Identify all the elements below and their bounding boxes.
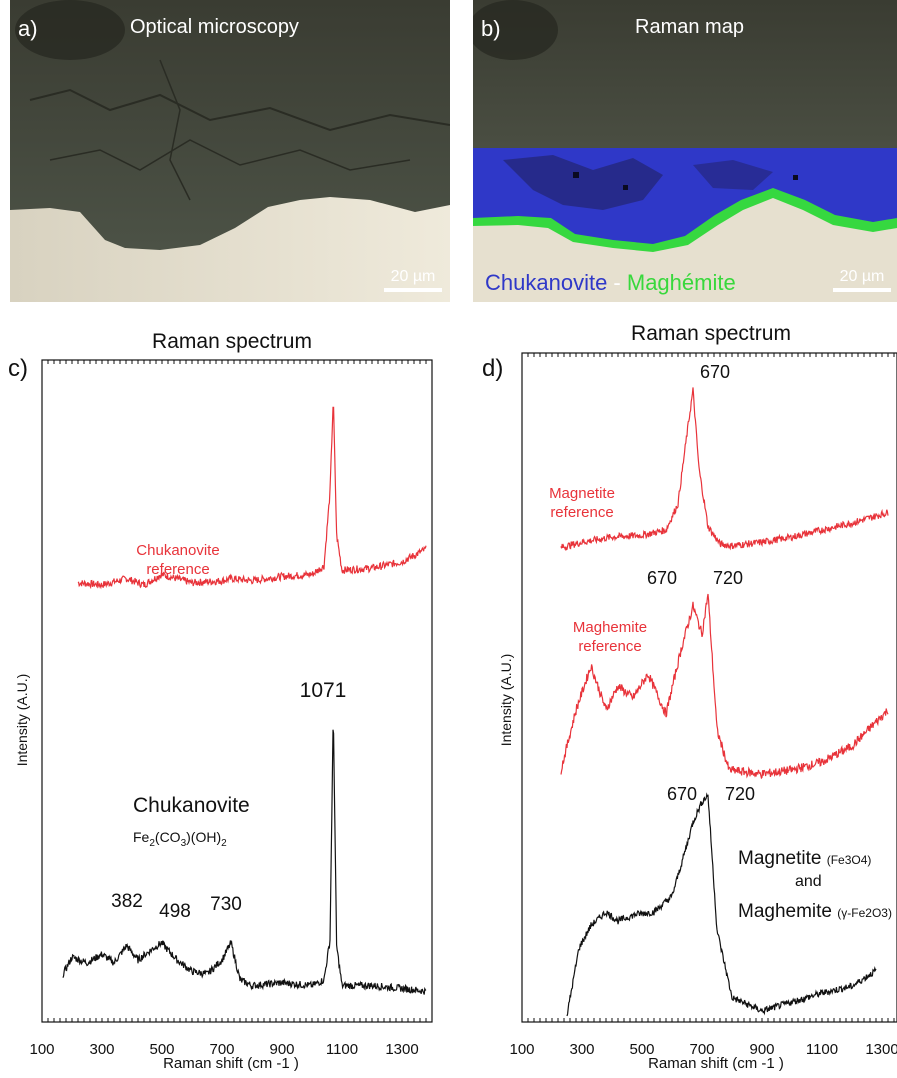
panel-d-label: d)	[482, 355, 503, 382]
scale-bar-b-label: 20 µm	[839, 268, 885, 285]
panel-c-ylabel: Intensity (A.U.)	[14, 674, 30, 767]
chart-d-tick-label: 1100	[806, 1041, 838, 1058]
panel-d-sample-line3: Maghemite (γ-Fe2O3)	[738, 901, 892, 922]
chart-d-frame	[521, 352, 897, 1023]
panel-c-formula: Fe2(CO3)(OH)2	[133, 829, 227, 849]
panel-d-xlabel: Raman shift (cm -1 )	[648, 1055, 784, 1072]
panel-b-title: Raman map	[635, 16, 744, 38]
peak-label: 670	[667, 784, 697, 804]
peak-label: 670	[700, 362, 730, 382]
chart-c-tick-label: 1100	[326, 1041, 358, 1058]
panel-c-sample-name: Chukanovite	[133, 794, 250, 817]
chart-d-tick-label: 1300	[865, 1041, 897, 1058]
spectrum-d-series-2	[566, 792, 877, 1017]
spectrum-d-series-0	[560, 387, 889, 552]
panel-d-ylabel: Intensity (A.U.)	[498, 654, 514, 747]
peak-label: 720	[725, 784, 755, 804]
legend-maghemite: Maghémite	[626, 270, 736, 295]
peak-label: 670	[647, 568, 677, 588]
chart-c-tick-label: 1300	[385, 1041, 418, 1058]
panel-b-label: b)	[481, 16, 501, 41]
peak-label: 720	[713, 568, 743, 588]
panel-c-label: c)	[8, 355, 28, 382]
chart-c-tick-label: 700	[209, 1041, 234, 1058]
panel-d-ref1-line2: reference	[550, 504, 613, 521]
panel-d-sample-line2: and	[795, 873, 822, 890]
panel-d-ref2-line1: Maghemite	[573, 619, 647, 636]
chart-c-tick-label: 100	[29, 1041, 54, 1058]
peak-label: 498	[159, 901, 191, 922]
chart-d-tick-label: 100	[509, 1041, 534, 1058]
chart-c-frame	[41, 359, 433, 1023]
scale-bar: 20 µm	[384, 268, 442, 292]
chart-c-tick-label: 500	[149, 1041, 174, 1058]
spectrum-c-series-1	[62, 729, 427, 995]
chart-d-tick-label: 900	[749, 1041, 774, 1058]
optical-microscopy-image: a) Optical microscopy 20 µm	[10, 0, 450, 302]
chart-d-tick-label: 500	[629, 1041, 654, 1058]
chart-d-tick-label: 300	[569, 1041, 594, 1058]
legend-separator: -	[607, 270, 627, 295]
raman-map-image: b) Raman map Chukanovite - Maghémite 20 …	[473, 0, 897, 302]
panel-c-title: Raman spectrum	[152, 330, 312, 353]
chart-c-tick-label: 900	[269, 1041, 294, 1058]
peak-label: 1071	[300, 679, 347, 702]
chart-c-tick-label: 300	[89, 1041, 114, 1058]
panel-a-label: a)	[18, 16, 38, 41]
panel-d-title: Raman spectrum	[631, 322, 791, 345]
panel-c-xlabel: Raman shift (cm -1 )	[163, 1055, 299, 1072]
panel-a-title: Optical microscopy	[130, 16, 299, 38]
peak-label: 382	[111, 891, 143, 912]
legend-chukanovite: Chukanovite	[485, 270, 608, 295]
raman-map-legend: Chukanovite - Maghémite	[485, 270, 736, 296]
panel-d-sample-line1: Magnetite (Fe3O4)	[738, 848, 871, 869]
chart-d-tick-label: 700	[689, 1041, 714, 1058]
spectrum-c-series-0	[77, 406, 427, 590]
scale-bar-b: 20 µm	[833, 268, 891, 292]
peak-label: 730	[210, 894, 242, 915]
panel-c-ref-line1: Chukanovite	[136, 542, 219, 559]
panel-d-ref2-line2: reference	[578, 638, 641, 655]
spectrum-d-series-1	[560, 593, 889, 780]
panel-d-ref1-line1: Magnetite	[549, 485, 615, 502]
scale-bar-label: 20 µm	[390, 268, 436, 285]
